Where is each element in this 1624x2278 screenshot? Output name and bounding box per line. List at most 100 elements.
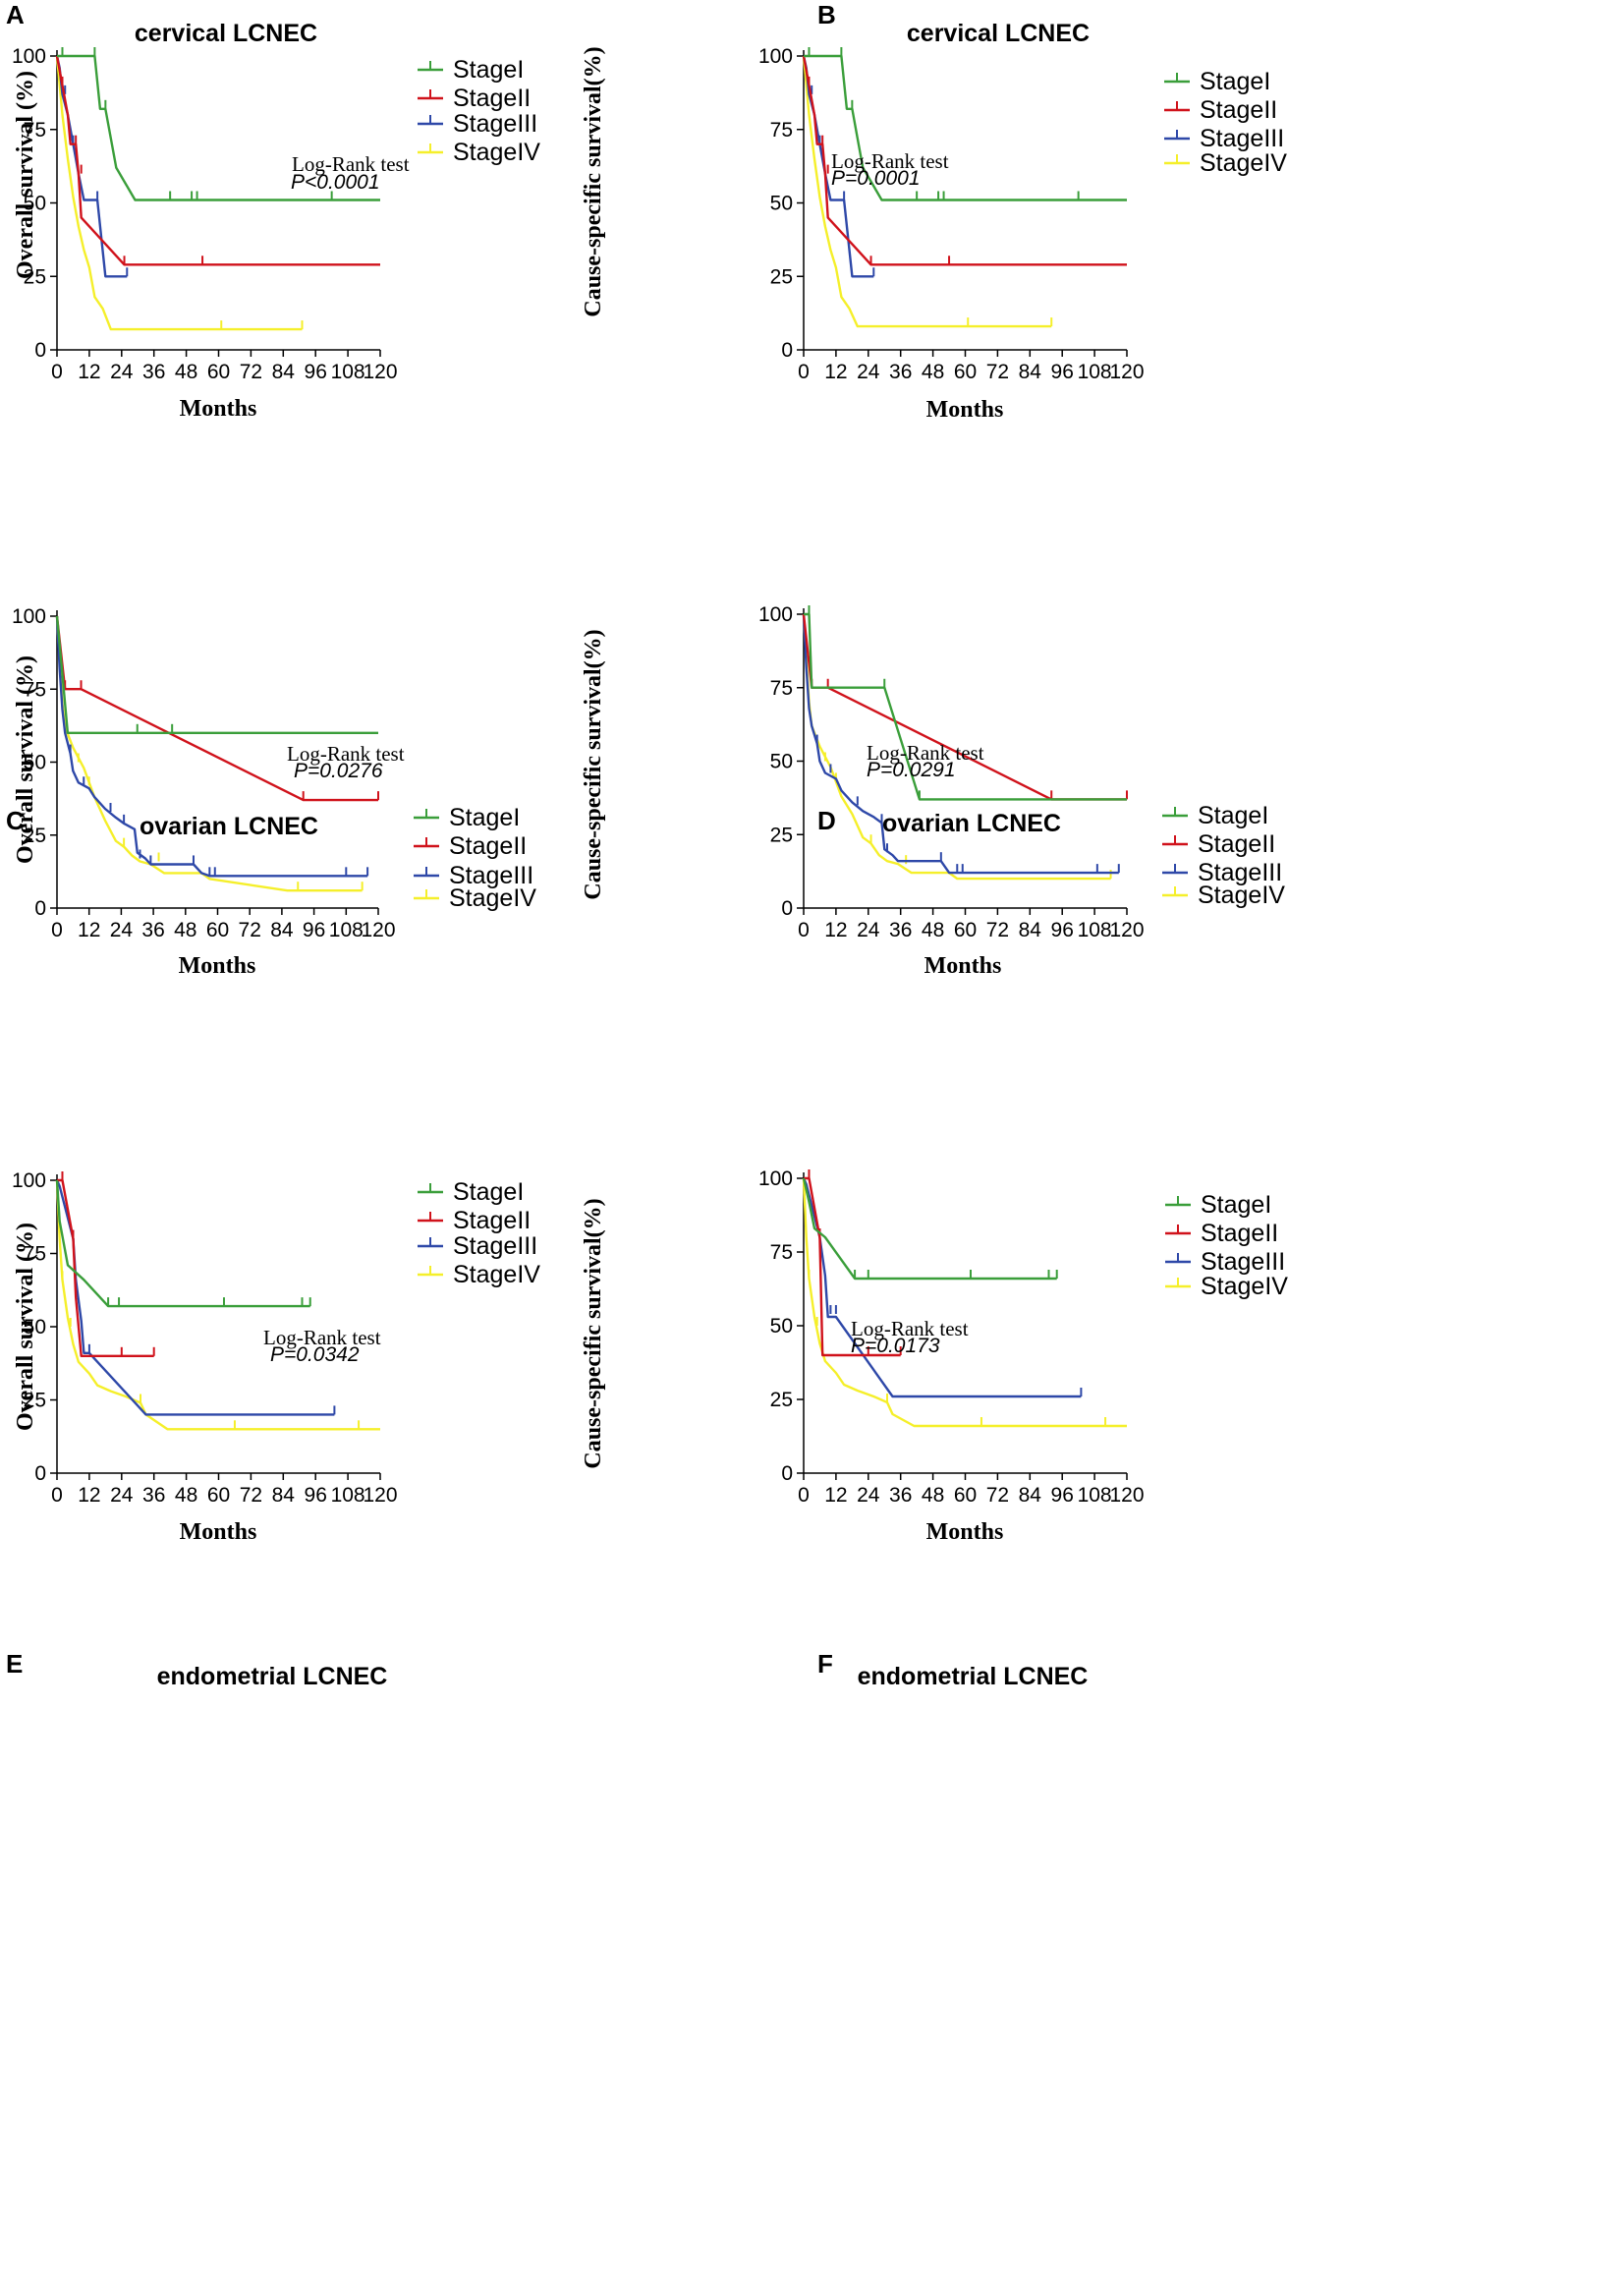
series-line-stageiii (802, 1177, 1082, 1398)
y-tick-label: 75 (770, 119, 793, 142)
x-tick-label: 0 (51, 361, 63, 383)
x-tick-label: 120 (363, 361, 397, 383)
x-tick-label: 36 (142, 1484, 165, 1507)
x-tick-label: 72 (240, 361, 262, 383)
panel-letter: B (817, 0, 836, 29)
log-rank-label: Log-Rank test (867, 741, 984, 765)
p-value-label: P<0.0001 (291, 171, 380, 194)
chart-title: ovarian LCNEC (140, 813, 318, 840)
y-tick-label: 25 (770, 1389, 793, 1411)
series-line-stagei (802, 1177, 1057, 1281)
series-line-stageiii (802, 613, 1119, 875)
legend-label-stagei: StageI (1201, 1191, 1271, 1219)
x-tick-label: 48 (922, 361, 944, 383)
x-tick-label: 60 (954, 1484, 977, 1507)
x-tick-label: 96 (305, 1484, 327, 1507)
x-tick-label: 12 (824, 919, 847, 941)
y-tick-label: 100 (758, 1167, 793, 1190)
x-tick-label: 108 (1078, 919, 1112, 941)
y-tick-label: 0 (781, 339, 793, 362)
x-tick-label: 108 (331, 1484, 365, 1507)
legend-label-stageiii: StageIII (1200, 125, 1284, 152)
y-tick-label: 0 (34, 339, 46, 362)
y-tick-label: 100 (12, 605, 46, 628)
log-rank-label: Log-Rank test (263, 1326, 381, 1349)
chart-title: cervical LCNEC (135, 20, 317, 47)
y-tick-label: 25 (24, 265, 46, 288)
legend-label-stageiv: StageIV (1200, 149, 1287, 177)
x-tick-label: 96 (1051, 361, 1074, 383)
y-axis-label: Cause-specific survival(%) (581, 629, 606, 899)
legend-label-stageiii: StageIII (453, 110, 537, 138)
x-tick-label: 120 (1109, 919, 1144, 941)
x-axis-label: Months (180, 1519, 257, 1545)
x-tick-label: 12 (78, 919, 100, 941)
y-tick-label: 0 (781, 1462, 793, 1485)
x-tick-label: 96 (1051, 1484, 1074, 1507)
x-tick-label: 24 (857, 919, 880, 941)
legend-label-stageii: StageII (453, 85, 531, 112)
x-axis-label: Months (924, 953, 1002, 979)
x-tick-label: 120 (363, 1484, 397, 1507)
x-tick-label: 108 (1078, 1484, 1112, 1507)
y-tick-label: 100 (12, 45, 46, 68)
panel-letter: D (817, 806, 836, 835)
x-axis-label: Months (180, 396, 257, 422)
x-tick-label: 0 (798, 1484, 810, 1507)
p-value-label: P=0.0291 (867, 759, 956, 781)
x-tick-label: 48 (174, 919, 196, 941)
p-value-label: P=0.0276 (294, 760, 383, 782)
x-tick-label: 0 (798, 361, 810, 383)
x-tick-label: 84 (1019, 1484, 1042, 1507)
x-tick-label: 24 (857, 1484, 880, 1507)
chart-title: endometrial LCNEC (858, 1663, 1089, 1690)
y-tick-label: 50 (24, 193, 46, 215)
legend-label-stageiv: StageIV (1201, 1273, 1288, 1300)
y-tick-label: 50 (770, 1315, 793, 1338)
x-tick-label: 36 (889, 1484, 912, 1507)
x-tick-label: 12 (78, 361, 100, 383)
series-line-stagei (804, 54, 1127, 201)
legend-label-stageiii: StageIII (449, 862, 533, 889)
x-tick-label: 24 (857, 361, 880, 383)
y-tick-label: 50 (770, 751, 793, 773)
x-tick-label: 72 (239, 919, 261, 941)
legend-label-stagei: StageI (449, 804, 520, 831)
x-axis-label: Months (179, 953, 256, 979)
log-rank-label: Log-Rank test (287, 742, 405, 766)
x-tick-label: 36 (141, 919, 164, 941)
x-tick-label: 60 (207, 1484, 230, 1507)
series-line-stageiii (55, 1179, 335, 1416)
legend-label-stagei: StageI (453, 56, 524, 84)
x-tick-label: 24 (110, 1484, 134, 1507)
p-value-label: P=0.0342 (270, 1343, 360, 1366)
x-tick-label: 0 (51, 919, 63, 941)
y-tick-label: 50 (24, 752, 46, 774)
x-axis-label: Months (926, 1519, 1004, 1545)
legend-label-stageiv: StageIV (453, 1261, 540, 1288)
x-tick-label: 60 (207, 361, 230, 383)
y-axis-label: Overall survival (%) (13, 71, 38, 279)
x-tick-label: 60 (954, 919, 977, 941)
series-line-stagei (57, 54, 380, 201)
y-axis-label: Overall survival (%) (13, 1223, 38, 1431)
y-axis-label: Cause-specific survival(%) (581, 1198, 606, 1468)
x-tick-label: 72 (986, 919, 1009, 941)
legend-label-stageiv: StageIV (453, 139, 540, 166)
y-tick-label: 25 (770, 265, 793, 288)
log-rank-label: Log-Rank test (851, 1317, 969, 1340)
panel-letter: A (6, 0, 25, 29)
x-tick-label: 108 (331, 361, 365, 383)
legend-label-stageii: StageII (453, 1207, 531, 1234)
y-tick-label: 100 (12, 1169, 46, 1192)
x-tick-label: 36 (889, 919, 912, 941)
y-axis-label: Cause-specific survival(%) (581, 46, 606, 316)
legend-label-stagei: StageI (453, 1178, 524, 1206)
p-value-label: P=0.0173 (851, 1335, 940, 1357)
x-tick-label: 48 (175, 1484, 197, 1507)
panel-letter: F (817, 1649, 833, 1679)
